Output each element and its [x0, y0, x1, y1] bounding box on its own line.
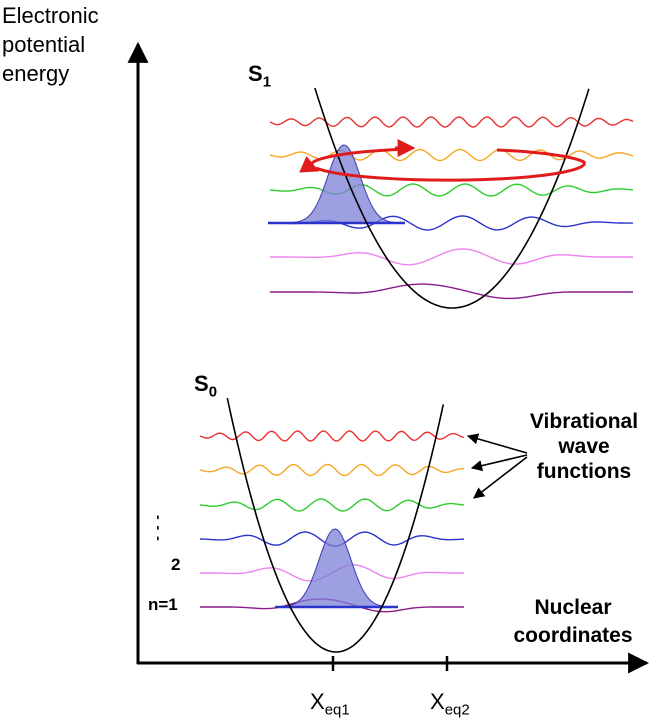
s0-wavepacket	[279, 528, 393, 608]
x-tick-2-sub: eq2	[444, 701, 470, 719]
s1-level-5-wave	[269, 148, 634, 162]
s0-potential-curve	[226, 397, 445, 653]
s1-wavepacket	[289, 144, 401, 224]
s0-level-4-wave	[199, 498, 465, 512]
s0-level-6-wave	[199, 430, 465, 442]
x-tick-2-main: X	[430, 689, 445, 714]
state-s1-sub: 1	[262, 73, 272, 91]
vibrational-annotation: Vibrational wave functions	[524, 410, 644, 485]
x-axis-label: Nuclear coordinates	[500, 596, 646, 652]
state-label-s1: S1	[248, 61, 272, 91]
orbit-front	[315, 148, 586, 182]
y-label-line: potential	[2, 32, 86, 57]
level-label-2: 2	[171, 555, 181, 574]
state-label-s0: S0	[194, 371, 218, 401]
x-tick-1-main: X	[310, 689, 325, 714]
s0-level-5-wave	[199, 463, 464, 477]
x-tick-label-eq2: Xeq2	[430, 689, 470, 719]
annotation-line: wave	[558, 435, 610, 458]
annotation-line: Vibrational	[529, 410, 639, 433]
s1-potential-curve	[314, 87, 590, 309]
x-tick-label-eq1: Xeq1	[310, 689, 350, 719]
state-s0-sub: 0	[208, 383, 218, 401]
x-label-line: coordinates	[513, 624, 633, 647]
level-label-1: n=1	[148, 595, 178, 614]
annotation-arrow-2	[470, 454, 528, 472]
s1-level-1-wave	[270, 283, 633, 300]
x-tick-1-sub: eq1	[324, 701, 350, 719]
x-label-line: Nuclear	[534, 596, 612, 619]
state-s0-main: S	[194, 371, 209, 396]
s1-level-6-wave	[269, 116, 634, 128]
s1-level-2-wave	[270, 248, 633, 266]
level-ellipsis: - - -	[151, 515, 167, 542]
orbit-back	[299, 147, 411, 173]
y-label-line: Electronic	[2, 3, 99, 28]
annotation-arrow-1	[466, 433, 528, 454]
y-axis-label: Electronic potential energy	[2, 3, 99, 91]
y-label-line: energy	[2, 61, 70, 86]
annotation-arrow-3	[473, 456, 528, 499]
state-s1-main: S	[248, 61, 263, 86]
annotation-line: functions	[536, 460, 632, 483]
